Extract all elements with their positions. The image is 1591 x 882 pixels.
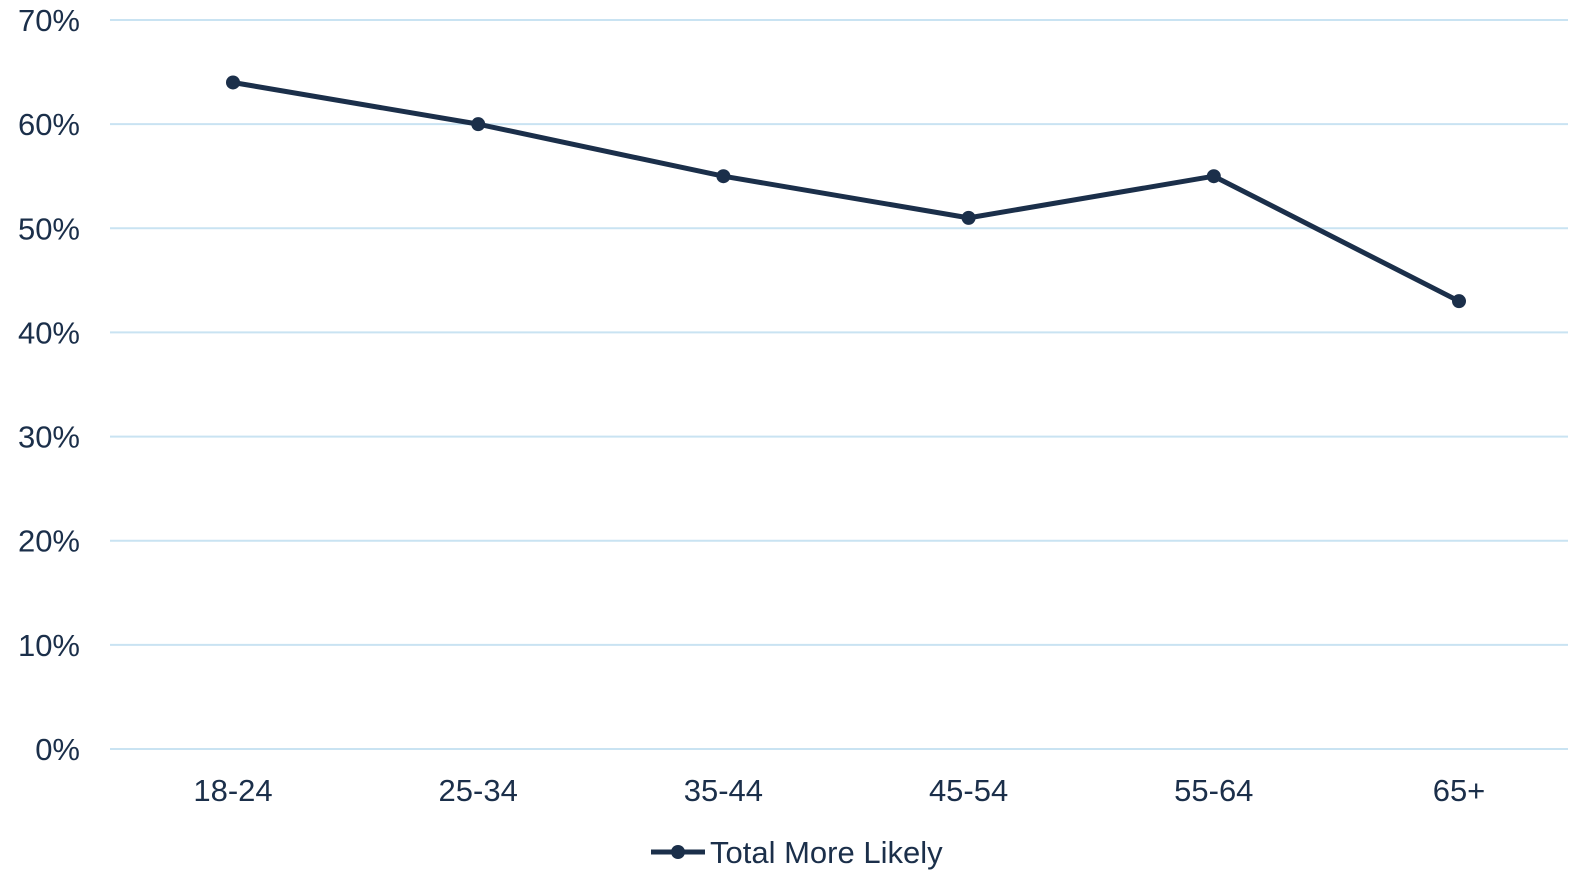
gridlines <box>110 19 1568 750</box>
legend: Total More Likely <box>651 835 943 870</box>
data-point <box>1452 294 1466 309</box>
data-point <box>226 75 240 90</box>
series-group <box>226 75 1466 309</box>
y-tick-label: 60% <box>18 107 80 142</box>
y-tick-label: 30% <box>18 420 80 455</box>
data-point <box>716 169 731 184</box>
y-tick-label: 20% <box>18 524 80 559</box>
y-tick-label: 50% <box>18 211 80 246</box>
x-tick-label: 65+ <box>1433 773 1486 808</box>
data-point <box>961 210 976 225</box>
y-tick-label: 0% <box>35 732 80 767</box>
x-tick-label: 25-34 <box>439 773 518 808</box>
legend-label: Total More Likely <box>710 835 943 870</box>
y-tick-label: 70% <box>18 3 80 38</box>
y-tick-label: 10% <box>18 628 80 663</box>
x-tick-label: 45-54 <box>929 773 1008 808</box>
x-tick-label: 18-24 <box>193 773 272 808</box>
data-point <box>471 117 486 132</box>
x-tick-label: 35-44 <box>684 773 763 808</box>
series-line <box>230 79 1462 304</box>
data-point <box>1206 169 1221 184</box>
y-axis-tick-labels: 0% 10% 20% 30% 40% 50% 60% 70% <box>18 3 80 767</box>
x-axis-tick-labels: 18-24 25-34 35-44 45-54 55-64 65+ <box>193 773 1485 808</box>
x-tick-label: 55-64 <box>1174 773 1253 808</box>
legend-point-marker <box>671 845 685 859</box>
y-tick-label: 40% <box>18 315 80 350</box>
